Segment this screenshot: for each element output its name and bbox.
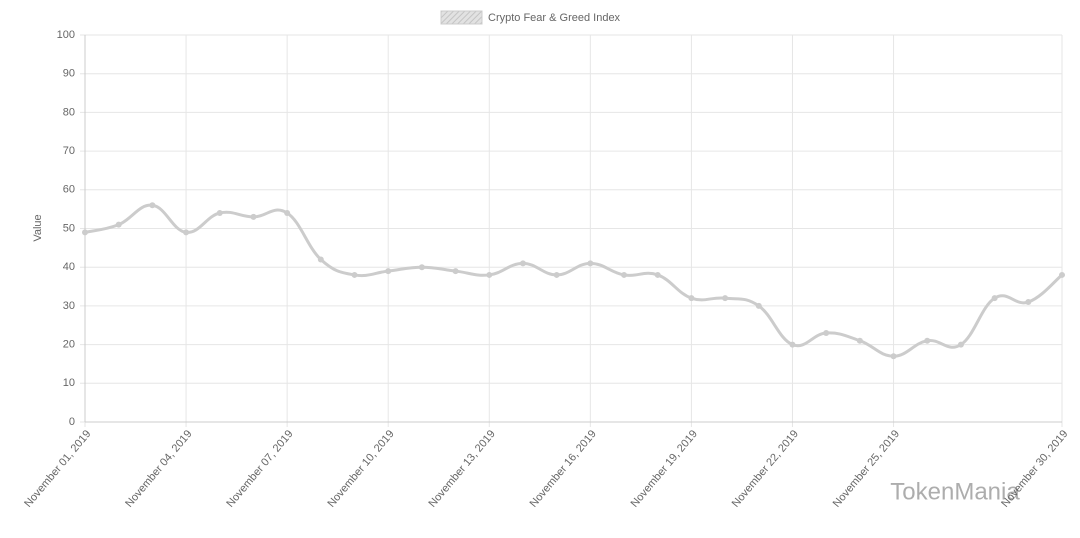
data-point <box>755 302 762 309</box>
x-tick-label: November 13, 2019 <box>426 428 497 510</box>
x-tick-label: November 01, 2019 <box>22 428 93 510</box>
x-tick-label: November 07, 2019 <box>224 428 295 510</box>
data-point <box>317 256 324 263</box>
x-tick-label: November 19, 2019 <box>629 428 700 510</box>
data-point <box>823 329 830 336</box>
data-point <box>385 268 392 275</box>
series-line <box>84 203 1063 358</box>
y-tick-label: 0 <box>69 416 75 428</box>
y-tick-label: 90 <box>63 68 75 80</box>
data-point <box>587 260 594 267</box>
data-point <box>553 271 560 278</box>
y-tick-label: 40 <box>63 261 75 273</box>
y-tick-label: 70 <box>63 145 75 157</box>
data-point <box>519 260 526 267</box>
data-point <box>351 271 358 278</box>
y-tick-label: 10 <box>63 377 75 389</box>
data-point <box>991 295 998 302</box>
data-point <box>82 229 88 236</box>
data-point <box>115 221 122 228</box>
legend-swatch <box>440 10 483 25</box>
data-point <box>486 271 493 278</box>
y-tick-label: 100 <box>57 29 75 41</box>
data-point <box>621 271 628 278</box>
x-tick-label: November 04, 2019 <box>123 428 194 510</box>
data-point <box>452 268 459 275</box>
y-tick-label: 60 <box>63 184 75 196</box>
data-point <box>250 213 257 220</box>
watermark: TokenMania <box>890 478 1020 505</box>
data-point <box>654 271 661 278</box>
data-point <box>722 295 729 302</box>
data-point <box>856 337 863 344</box>
x-tick-label: November 22, 2019 <box>730 428 801 510</box>
data-point <box>284 210 291 217</box>
x-tick-label: November 16, 2019 <box>528 428 599 510</box>
data-point <box>149 202 156 209</box>
data-point <box>1025 299 1032 306</box>
data-point <box>1059 271 1065 278</box>
x-tick-label: November 30, 2019 <box>999 428 1070 510</box>
data-point <box>418 264 425 271</box>
y-axis-label: Value <box>32 214 44 241</box>
data-point <box>183 229 190 236</box>
y-tick-label: 20 <box>63 339 75 351</box>
data-point <box>890 353 897 360</box>
y-tick-label: 30 <box>63 300 75 312</box>
data-point <box>789 341 796 348</box>
data-point <box>957 341 964 348</box>
legend-label: Crypto Fear & Greed Index <box>488 12 621 24</box>
data-point <box>216 210 223 217</box>
data-point <box>688 295 695 302</box>
x-tick-label: November 10, 2019 <box>325 428 396 510</box>
y-tick-label: 80 <box>63 106 75 118</box>
data-point <box>924 337 931 344</box>
y-tick-label: 50 <box>63 222 75 234</box>
